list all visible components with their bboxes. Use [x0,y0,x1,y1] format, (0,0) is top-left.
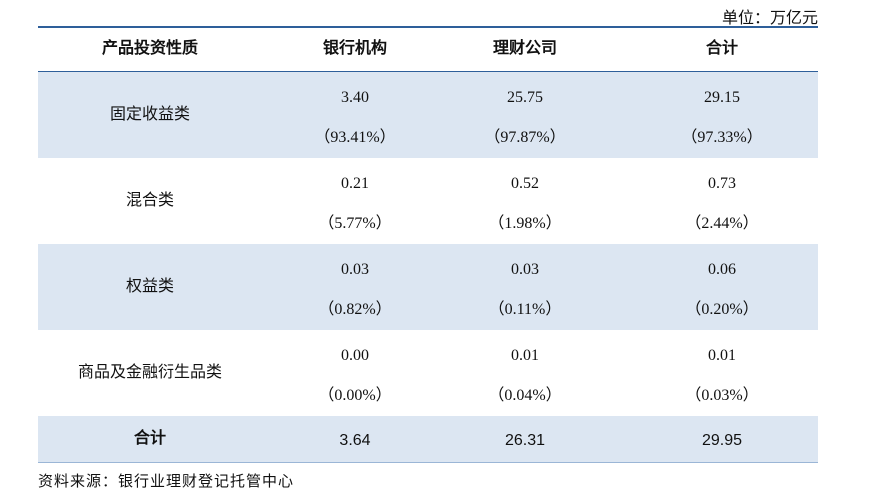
cell-value: 0.52 [511,175,539,192]
header-rule [38,71,818,72]
cell-value: 0.03 [341,261,369,278]
cell-value: 25.75 [507,89,543,106]
row-background [38,244,818,330]
top-rule [38,26,818,28]
cell-value: 0.21 [341,175,369,192]
cell-share: （0.20%） [685,301,759,318]
header-cell: 产品投资性质 [101,40,199,57]
cell-value: 0.00 [341,347,369,364]
total-value: 29.95 [701,432,743,449]
header-cell: 合计 [705,40,739,57]
row-label: 混合类 [125,192,175,209]
total-background [38,416,818,462]
cell-value: 0.06 [708,261,736,278]
cell-share: （97.87%） [484,129,566,146]
header-cell: 银行机构 [322,40,388,57]
bottom-rule [38,462,818,463]
row-label: 权益类 [125,278,175,295]
cell-share: （93.41%） [314,129,396,146]
cell-value: 0.01 [511,347,539,364]
row-background [38,72,818,158]
cell-value: 3.40 [341,89,369,106]
row-label: 固定收益类 [109,106,191,123]
cell-value: 0.73 [708,175,736,192]
cell-share: （5.77%） [318,215,392,232]
source-note: 资料来源：银行业理财登记托管中心 [38,474,295,490]
unit-label: 单位：万亿元 [721,10,818,27]
cell-share: （97.33%） [681,129,763,146]
cell-share: （0.04%） [488,387,562,404]
cell-share: （0.82%） [318,301,392,318]
cell-value: 0.01 [708,347,736,364]
cell-share: （0.11%） [488,301,562,318]
cell-share: （0.00%） [318,387,392,404]
cell-share: （1.98%） [488,215,562,232]
total-value: 26.31 [504,432,546,449]
header-cell: 理财公司 [492,40,558,57]
cell-value: 0.03 [511,261,539,278]
total-label: 合计 [133,430,167,447]
cell-value: 29.15 [704,89,740,106]
cell-share: （0.03%） [685,387,759,404]
total-value: 3.64 [339,432,371,449]
cell-share: （2.44%） [685,215,759,232]
row-label: 商品及金融衍生品类 [77,364,223,381]
